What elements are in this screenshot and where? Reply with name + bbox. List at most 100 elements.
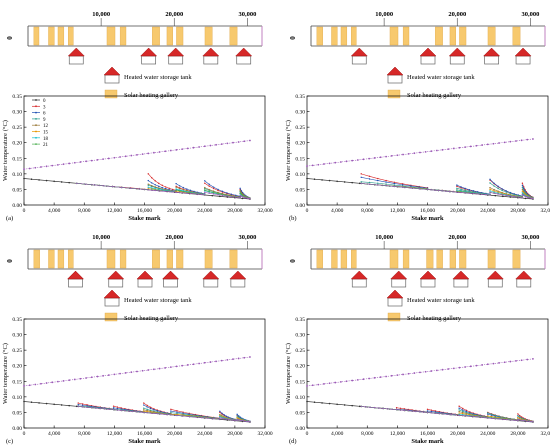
jump-point	[176, 412, 178, 415]
trend-point	[345, 160, 348, 163]
gallery-block	[351, 249, 357, 269]
jump-point	[146, 410, 148, 413]
baseline-point	[306, 177, 308, 180]
trend-point	[419, 371, 421, 374]
trend-point	[373, 157, 376, 159]
strip-tick-label: 10,000	[92, 11, 110, 18]
jump-point	[219, 418, 221, 420]
jump-point	[528, 197, 530, 199]
jump-point	[158, 182, 160, 185]
jump-point	[238, 419, 240, 421]
jump-point	[186, 191, 188, 193]
trend-point	[402, 373, 404, 376]
jump-point	[156, 410, 159, 412]
jump-point	[523, 193, 525, 195]
jump-point	[525, 196, 528, 198]
baseline-point	[336, 180, 338, 183]
gallery-block	[48, 249, 55, 269]
tunnel-strip: 0 10,000 20,000 30,000	[6, 11, 263, 65]
tank-roof	[386, 66, 404, 76]
jump-point	[99, 407, 102, 410]
jump-point	[221, 415, 223, 417]
y-tick-label: 0.25	[295, 348, 305, 354]
x-tick-label: 16,000	[137, 431, 152, 437]
y-axis-label: Water temperature (°C)	[2, 343, 9, 404]
trend-point	[158, 367, 161, 370]
trend-point	[323, 383, 325, 385]
jump-point	[193, 193, 195, 195]
jump-point	[176, 414, 178, 417]
jump-point	[532, 421, 534, 423]
x-tick-label: 4,000	[48, 431, 61, 437]
baseline-point	[53, 180, 55, 183]
tank-body	[230, 278, 246, 288]
jump-point	[158, 185, 160, 188]
trend-point	[158, 151, 161, 153]
x-tick-label: 12,000	[107, 208, 122, 214]
jump-point	[77, 405, 79, 408]
trend-point	[56, 163, 59, 166]
jump-point	[182, 412, 184, 414]
jump-point	[247, 420, 250, 423]
baseline-point	[38, 179, 40, 181]
jump-point	[239, 190, 241, 192]
gallery-block	[106, 249, 116, 269]
jump-point	[490, 417, 493, 420]
trend-point	[430, 370, 433, 372]
tank-roof	[515, 270, 533, 280]
gallery-block	[426, 249, 434, 269]
jump-point	[430, 409, 433, 411]
jump-point	[116, 407, 119, 410]
jump-point	[86, 404, 88, 406]
jump-point	[212, 190, 215, 192]
gallery-block	[229, 249, 238, 269]
jump-point	[104, 408, 106, 410]
jump-point	[419, 411, 421, 413]
jump-point	[143, 402, 145, 404]
jump-point	[116, 409, 119, 411]
jump-point	[521, 188, 524, 191]
baseline-point	[313, 178, 316, 181]
jump-point	[236, 415, 238, 417]
trend-point	[198, 146, 201, 148]
y-tick-label: 0.10	[12, 395, 22, 401]
trend-point	[169, 366, 172, 369]
gallery-block	[402, 26, 410, 46]
jump-point	[124, 410, 126, 412]
trend-point	[407, 372, 410, 375]
jump-point	[238, 415, 240, 417]
jump-point	[175, 189, 177, 192]
x-tick-label: 20,000	[167, 431, 182, 437]
x-tick-label: 20,000	[450, 431, 465, 437]
legend-tank-label: Heated water storage tank	[124, 74, 192, 81]
jump-point	[239, 192, 241, 194]
jump-point	[143, 407, 145, 409]
jump-point	[171, 191, 174, 193]
x-tick-label: 28,000	[227, 431, 242, 437]
jump-point	[182, 415, 184, 417]
jump-point	[95, 407, 97, 409]
jump-point	[135, 411, 137, 413]
trend-point	[345, 380, 348, 383]
trend-point	[498, 362, 500, 364]
jump-point	[509, 195, 511, 197]
trend-point	[402, 153, 404, 156]
jump-point	[77, 404, 79, 406]
trend-point	[441, 368, 444, 371]
legend-entry-label: 3	[43, 105, 46, 110]
tank-body	[104, 74, 120, 84]
trend-point	[469, 145, 472, 148]
jump-point	[219, 410, 221, 412]
trend-point	[226, 142, 229, 145]
trend-point	[136, 370, 138, 373]
tank-body	[484, 55, 499, 65]
trend-point	[492, 362, 495, 365]
trend-point	[407, 152, 410, 155]
trend-point	[186, 147, 189, 150]
jump-point	[377, 182, 379, 184]
legend-entry-label: 21	[43, 143, 49, 148]
gallery-block	[152, 26, 160, 46]
tank-roof	[66, 270, 85, 280]
jump-point	[217, 188, 219, 191]
legend-entry-label: 18	[43, 137, 49, 142]
